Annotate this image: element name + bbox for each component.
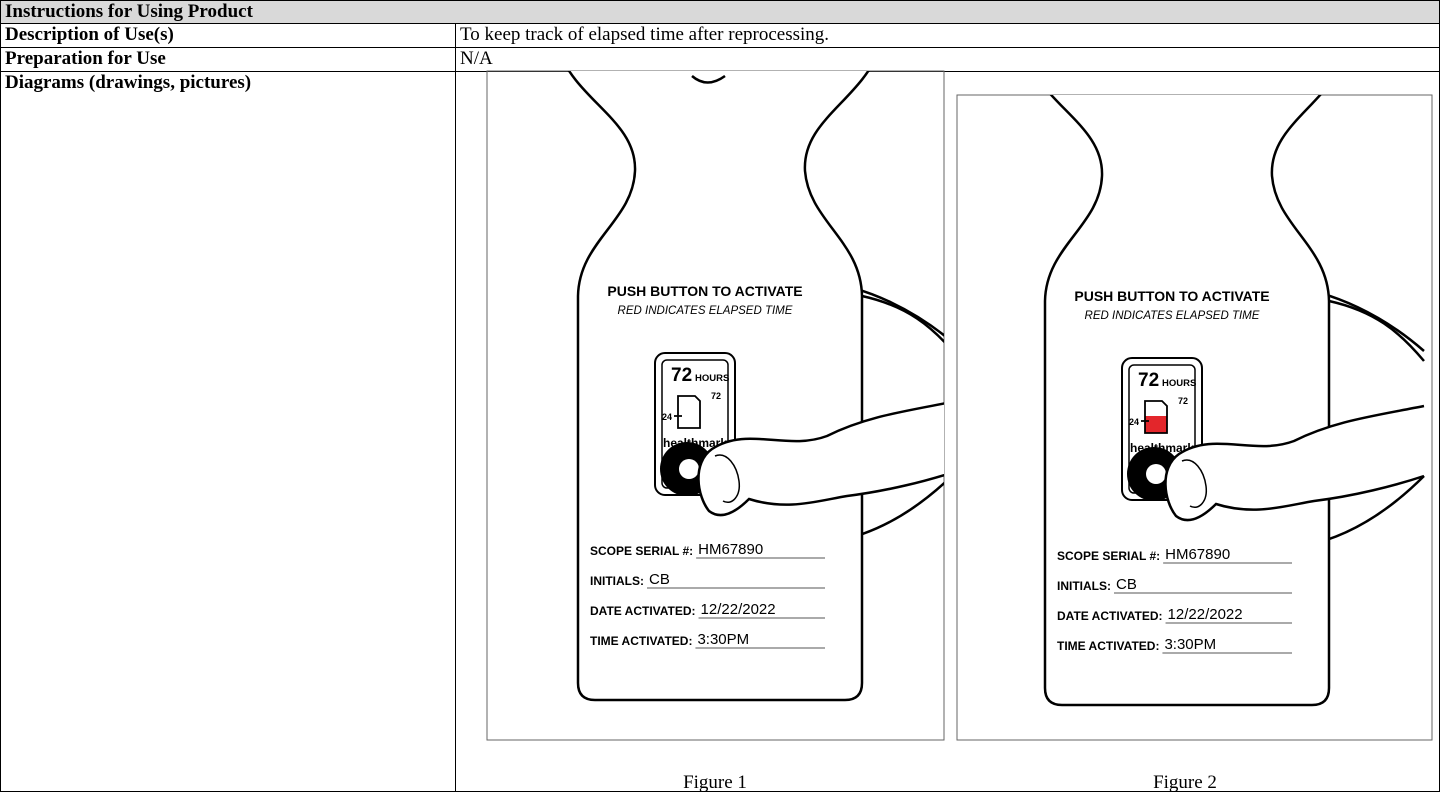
scale-start: 24 bbox=[1129, 417, 1139, 427]
indicator-hours-unit: HOURS bbox=[1162, 378, 1196, 389]
indicator-window bbox=[674, 395, 701, 429]
indicator-hours: 72 bbox=[1138, 370, 1159, 391]
button-ring bbox=[1146, 464, 1166, 484]
field-value: CB bbox=[649, 571, 670, 588]
figure-clip: PUSH BUTTON TO ACTIVATE RED INDICATES ELA… bbox=[1043, 81, 1425, 707]
figure: PUSH BUTTON TO ACTIVATE RED INDICATES ELA… bbox=[567, 71, 944, 702]
field-value: HM67890 bbox=[698, 541, 763, 558]
field-label: INITIALS: bbox=[1057, 579, 1111, 593]
indicator-hours-unit: HOURS bbox=[695, 373, 729, 384]
field-value: HM67890 bbox=[1165, 546, 1230, 563]
thumb-nail bbox=[714, 454, 741, 503]
thumb-nail bbox=[1181, 459, 1208, 508]
field-value: 3:30PM bbox=[1164, 636, 1216, 653]
field-label: SCOPE SERIAL #: bbox=[590, 544, 693, 558]
scale-start: 24 bbox=[662, 412, 672, 422]
hand-outline bbox=[1328, 299, 1425, 362]
hand-outline bbox=[861, 294, 944, 344]
figure: PUSH BUTTON TO ACTIVATE RED INDICATES ELA… bbox=[1043, 81, 1425, 707]
table-header: Instructions for Using Product bbox=[0, 0, 1440, 24]
scale-end: 72 bbox=[711, 391, 721, 401]
figure-clip: PUSH BUTTON TO ACTIVATE RED INDICATES ELA… bbox=[567, 71, 944, 702]
tag-title: PUSH BUTTON TO ACTIVATE bbox=[607, 283, 802, 299]
indicator-window bbox=[1141, 400, 1168, 434]
elapsed-fill bbox=[1145, 416, 1167, 433]
field-label: DATE ACTIVATED: bbox=[590, 604, 696, 618]
field-label: DATE ACTIVATED: bbox=[1057, 609, 1163, 623]
hole bbox=[1159, 81, 1192, 88]
field-value: 3:30PM bbox=[697, 631, 749, 648]
field-label: TIME ACTIVATED: bbox=[1057, 639, 1159, 653]
button-ring bbox=[679, 459, 699, 479]
figure-caption: Figure 2 bbox=[1153, 772, 1217, 792]
field-value: 12/22/2022 bbox=[701, 601, 776, 618]
field-label: TIME ACTIVATED: bbox=[590, 634, 692, 648]
thumb bbox=[697, 402, 944, 517]
thumb bbox=[1164, 404, 1425, 522]
figure-caption: Figure 1 bbox=[683, 772, 747, 792]
field-label: INITIALS: bbox=[590, 574, 644, 588]
hole bbox=[691, 74, 726, 84]
field-label: SCOPE SERIAL #: bbox=[1057, 549, 1160, 563]
field-value: 12/22/2022 bbox=[1168, 606, 1243, 623]
tag-subtitle: RED INDICATES ELAPSED TIME bbox=[618, 305, 793, 317]
tag-subtitle: RED INDICATES ELAPSED TIME bbox=[1085, 310, 1260, 322]
field-value: CB bbox=[1116, 576, 1137, 593]
indicator-hours: 72 bbox=[671, 365, 692, 386]
scale-end: 72 bbox=[1178, 396, 1188, 406]
tag-title: PUSH BUTTON TO ACTIVATE bbox=[1074, 288, 1269, 304]
